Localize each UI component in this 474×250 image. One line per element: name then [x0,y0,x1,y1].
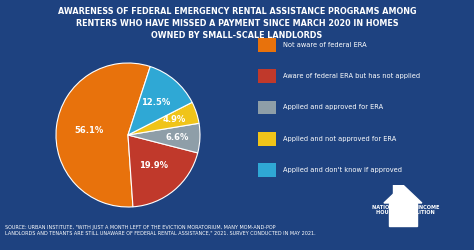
Text: Not aware of federal ERA: Not aware of federal ERA [283,42,367,48]
Text: Applied and not approved for ERA: Applied and not approved for ERA [283,136,397,142]
Polygon shape [389,203,417,226]
Text: NATIONAL LOW INCOME
HOUSING COALITION: NATIONAL LOW INCOME HOUSING COALITION [372,204,439,216]
Text: Aware of federal ERA but has not applied: Aware of federal ERA but has not applied [283,73,420,79]
Text: Applied and approved for ERA: Applied and approved for ERA [283,104,383,110]
Polygon shape [384,185,422,203]
Text: SOURCE: URBAN INSTITUTE, "WITH JUST A MONTH LEFT OF THE EVICTION MORATORIUM, MAN: SOURCE: URBAN INSTITUTE, "WITH JUST A MO… [5,225,315,236]
Text: 6.6%: 6.6% [165,133,189,142]
Text: 56.1%: 56.1% [74,126,103,135]
Wedge shape [128,123,200,153]
Text: 4.9%: 4.9% [163,115,186,124]
Wedge shape [128,66,192,135]
Wedge shape [128,102,199,135]
Wedge shape [56,63,150,207]
Text: AWARENESS OF FEDERAL EMERGENCY RENTAL ASSISTANCE PROGRAMS AMONG
RENTERS WHO HAVE: AWARENESS OF FEDERAL EMERGENCY RENTAL AS… [58,8,416,40]
Polygon shape [393,183,401,196]
Text: Applied and don't know if approved: Applied and don't know if approved [283,167,402,173]
Text: 12.5%: 12.5% [141,98,171,107]
Text: 19.9%: 19.9% [139,161,168,170]
Wedge shape [128,135,198,207]
